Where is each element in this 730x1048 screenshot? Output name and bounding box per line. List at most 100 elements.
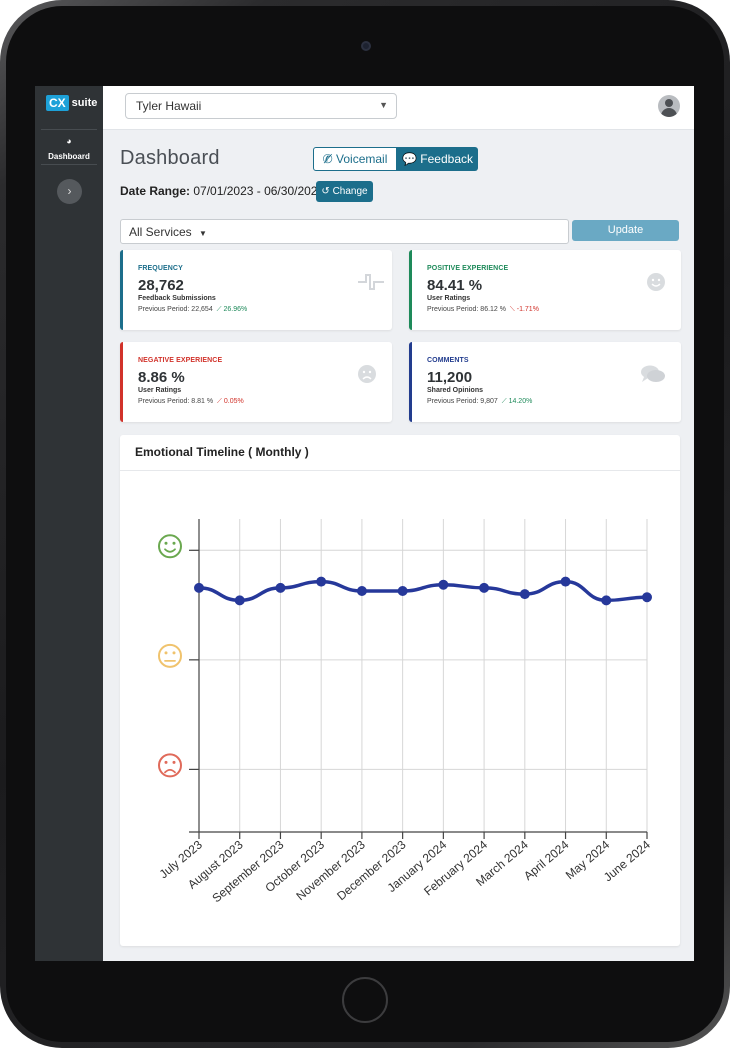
neutral-face-icon: [158, 643, 182, 668]
card-subtitle: Shared Opinions: [427, 387, 484, 394]
app-screen: CX suite ◕ Dashboard › Tyler Hawaii ▼ Da…: [35, 86, 694, 961]
chart-series: [194, 576, 652, 606]
card-previous-period: Previous Period: 8.81 % ⟋ 0.05%: [138, 398, 244, 406]
sidebar-divider: [41, 164, 97, 165]
data-point: [519, 589, 530, 600]
card-value: 11,200: [427, 369, 473, 386]
camera-icon: [361, 41, 371, 51]
voicemail-tab-button[interactable]: ✆̸ Voicemail: [313, 147, 397, 171]
card-change-value: 26.96%: [223, 306, 248, 313]
x-tick-label: November 2023: [293, 837, 368, 903]
location-select-value: Tyler Hawaii: [136, 99, 202, 113]
card-label: COMMENTS: [427, 357, 469, 364]
data-point: [642, 592, 652, 603]
app-logo[interactable]: CX suite: [46, 95, 97, 111]
card-change: ⟋ 14.20%: [499, 398, 533, 405]
home-button[interactable]: [342, 977, 388, 1023]
series-line: [198, 579, 648, 603]
location-select[interactable]: Tyler Hawaii ▼: [125, 93, 397, 119]
logo-badge: CX: [46, 95, 69, 111]
sidebar-item-label: Dashboard: [48, 152, 90, 161]
data-point: [479, 582, 490, 593]
sidebar-item-dashboard[interactable]: ◕ Dashboard: [35, 137, 103, 164]
card-label: NEGATIVE EXPERIENCE: [138, 357, 223, 364]
card-change: ⟋ 26.96%: [214, 306, 248, 313]
date-range-value: 07/01/2023 - 06/30/2024: [193, 184, 325, 198]
data-point: [275, 582, 286, 593]
card-subtitle: User Ratings: [138, 387, 182, 394]
data-point: [234, 595, 245, 606]
change-date-button[interactable]: ↺ Change: [316, 181, 373, 202]
negative-experience-card: NEGATIVE EXPERIENCE 8.86 % User Ratings …: [120, 342, 392, 422]
card-previous-text: Previous Period: 86.12 %: [427, 306, 506, 313]
page-title: Dashboard: [120, 147, 220, 169]
x-tick-label: December 2023: [334, 837, 409, 903]
date-range: Date Range: 07/01/2023 - 06/30/2024: [120, 184, 324, 198]
chart-divider: [120, 470, 680, 471]
card-value: 28,762: [138, 277, 184, 294]
chart-y-icons: [158, 534, 182, 778]
sidebar-divider: [41, 129, 97, 130]
chart-grid: [189, 519, 648, 839]
positive-experience-card: POSITIVE EXPERIENCE 84.41 % User Ratings…: [409, 250, 681, 330]
data-point: [194, 582, 204, 593]
date-range-label: Date Range:: [120, 184, 191, 198]
card-previous-period: Previous Period: 86.12 % ⟍ -1.71%: [427, 306, 539, 314]
data-point: [316, 576, 327, 587]
card-label: POSITIVE EXPERIENCE: [427, 265, 509, 272]
emotional-timeline-panel: Emotional Timeline ( Monthly ) July 2023…: [120, 435, 680, 946]
card-change: ⟋ 0.05%: [215, 398, 244, 405]
caret-down-icon: ▼: [199, 229, 207, 238]
data-point: [438, 579, 449, 590]
data-point: [356, 585, 367, 596]
card-value: 84.41 %: [427, 277, 483, 294]
card-change: ⟍ -1.71%: [507, 306, 539, 313]
data-point: [397, 585, 408, 596]
frequency-card: FREQUENCY 28,762 Feedback Submissions Pr…: [120, 250, 392, 330]
card-previous-period: Previous Period: 9,807 ⟋ 14.20%: [427, 398, 532, 406]
comments-icon: [640, 364, 666, 384]
card-change-value: -1.71%: [516, 306, 539, 313]
smile-face-icon: [158, 534, 182, 559]
card-change-value: 0.05%: [223, 398, 244, 405]
sidebar-toggle-button[interactable]: ›: [57, 179, 82, 204]
update-button[interactable]: Update: [572, 220, 679, 241]
services-dropdown-value: All Services: [129, 225, 192, 239]
feedback-tab-button[interactable]: 💬 Feedback: [397, 147, 478, 171]
top-bar: Tyler Hawaii ▼: [103, 86, 694, 130]
history-icon: ↺: [321, 186, 330, 197]
change-date-label: Change: [332, 186, 368, 197]
comments-card: COMMENTS 11,200 Shared Opinions Previous…: [409, 342, 681, 422]
comments-icon: 💬: [402, 152, 417, 166]
chart-title: Emotional Timeline ( Monthly ): [135, 445, 309, 459]
card-previous-text: Previous Period: 9,807: [427, 398, 498, 405]
x-tick-label: September 2023: [209, 837, 286, 905]
pulse-icon: [357, 272, 384, 292]
chevron-down-icon: ▼: [379, 100, 388, 110]
frown-face-icon: [158, 753, 182, 778]
voicemail-tab-label: Voicemail: [336, 152, 388, 166]
phone-slash-icon: ✆̸: [322, 152, 333, 166]
data-point: [601, 595, 612, 606]
x-tick-label: April 2024: [521, 837, 572, 883]
card-change-value: 14.20%: [508, 398, 533, 405]
logo-text: suite: [71, 97, 98, 109]
feedback-tab-label: Feedback: [420, 152, 473, 166]
smile-icon: [646, 272, 666, 292]
services-dropdown[interactable]: All Services ▼: [120, 219, 569, 244]
card-previous-text: Previous Period: 8.81 %: [138, 398, 214, 405]
card-previous-period: Previous Period: 22,654 ⟋ 26.96%: [138, 306, 247, 314]
card-label: FREQUENCY: [138, 265, 183, 272]
sidebar: CX suite ◕ Dashboard ›: [35, 86, 103, 961]
data-point: [560, 576, 571, 587]
card-value: 8.86 %: [138, 369, 185, 386]
card-subtitle: Feedback Submissions: [138, 295, 216, 302]
user-avatar[interactable]: [658, 95, 680, 117]
chevron-right-icon: ›: [67, 184, 72, 198]
frown-icon: [357, 364, 377, 384]
gauge-icon: ◕: [66, 136, 72, 146]
card-previous-text: Previous Period: 22,654: [138, 306, 213, 313]
